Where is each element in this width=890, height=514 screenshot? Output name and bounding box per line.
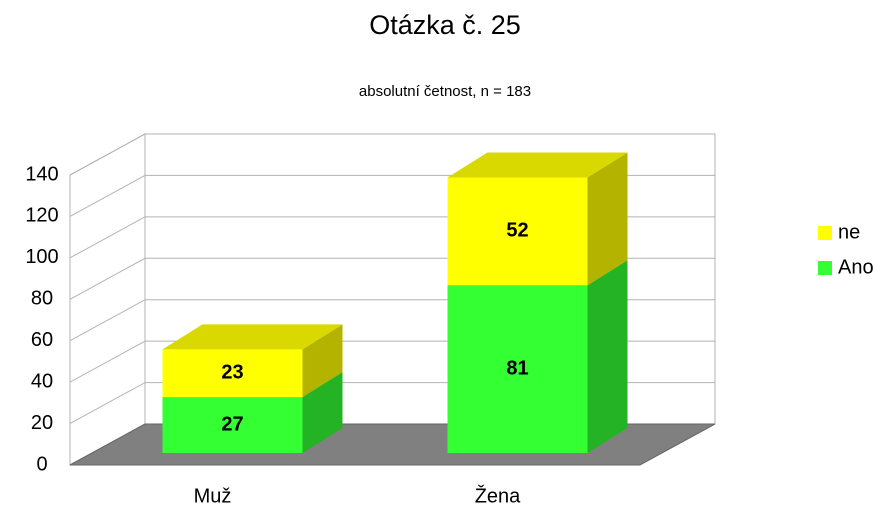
chart-title: Otázka č. 25 [369, 10, 521, 40]
bar-top [447, 152, 628, 178]
legend-swatch [818, 261, 832, 275]
y-tick-label: 0 [36, 453, 47, 475]
x-tick-label: Muž [194, 485, 232, 507]
y-tick-label: 40 [31, 370, 53, 392]
value-label: 81 [506, 357, 528, 379]
x-tick-label: Žena [475, 484, 521, 507]
legend-label: ne [838, 221, 860, 243]
legend-swatch [818, 226, 832, 240]
value-label: 23 [221, 362, 243, 384]
grid-line [69, 133, 715, 176]
bar [447, 285, 588, 453]
side-wall [69, 133, 146, 466]
y-tick-label: 60 [31, 329, 53, 351]
y-tick-label: 100 [25, 246, 58, 268]
bar-side [587, 152, 628, 286]
y-tick-label: 120 [25, 205, 58, 227]
chart-subtitle: absolutní četnost, n = 183 [359, 83, 531, 100]
y-tick-label: 140 [25, 163, 58, 185]
y-tick-label: 20 [31, 412, 53, 434]
bar [447, 177, 588, 286]
y-tick-label: 80 [31, 288, 53, 310]
bar-side [302, 324, 343, 398]
legend-label: Ano [838, 256, 874, 278]
bar-side [302, 372, 343, 453]
value-label: 52 [506, 220, 528, 242]
bar-side [587, 260, 628, 453]
bar [162, 349, 303, 398]
bar-top [162, 324, 343, 350]
value-label: 27 [221, 413, 243, 435]
bar [162, 397, 303, 453]
